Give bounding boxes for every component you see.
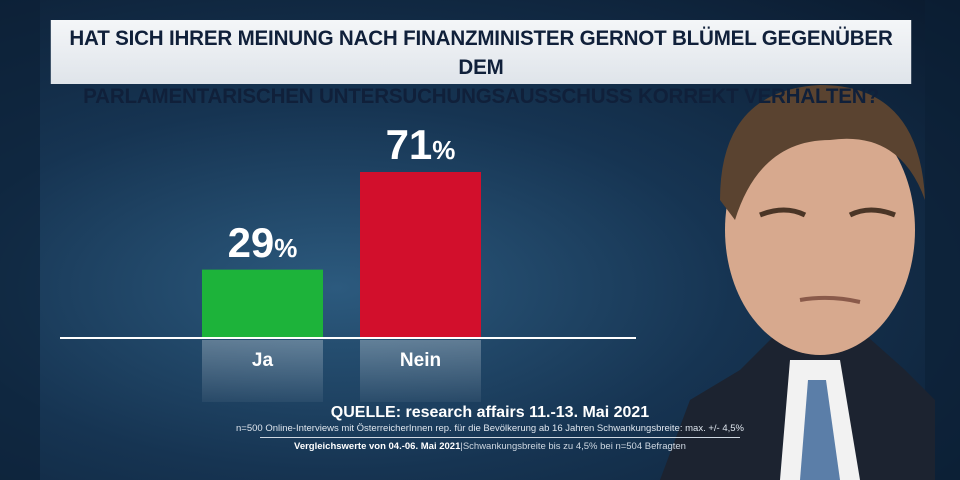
person-photo: [660, 85, 935, 480]
chart-title: HAT SICH IHRER MEINUNG NACH FINANZMINIST…: [50, 20, 912, 108]
bar-ja: [202, 269, 323, 337]
source-divider: [260, 437, 740, 438]
value-label-ja: 29%: [202, 219, 323, 267]
value-number: 71: [385, 121, 433, 168]
value-unit: %: [432, 135, 456, 165]
title-line-2: PARLAMENTARISCHEN UNTERSUCHUNGSAUSSCHUSS…: [83, 85, 879, 108]
comparison-dates: Vergleichswerte von 04.-06. Mai 2021: [294, 441, 461, 452]
value-number: 29: [227, 218, 275, 266]
bar-nein: [360, 172, 481, 337]
category-label-ja: Ja: [202, 340, 323, 402]
value-label-nein: 71%: [360, 121, 481, 169]
value-unit: %: [274, 232, 298, 263]
source-main: QUELLE: research affairs 11.-13. Mai 202…: [330, 404, 650, 421]
comparison-note: Vergleichswerte von 04.-06. Mai 2021|Sch…: [294, 441, 686, 452]
category-label-nein: Nein: [360, 340, 481, 402]
comparison-detail: Schwankungsbreite bis zu 4,5% bei n=504 …: [462, 441, 686, 452]
left-panel: [0, 0, 40, 480]
source-block: QUELLE: research affairs 11.-13. Mai 202…: [230, 404, 750, 452]
title-line-1: HAT SICH IHRER MEINUNG NACH FINANZMINIST…: [69, 27, 893, 79]
source-detail: n=500 Online-Interviews mit Österreicher…: [236, 423, 744, 434]
